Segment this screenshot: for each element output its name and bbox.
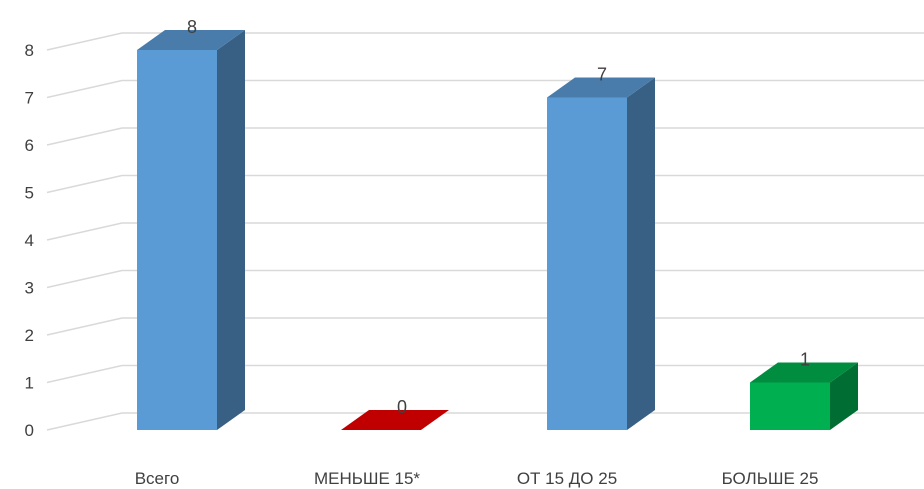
y-axis-ticks: 0 1 2 3 4 5 6 7 8: [25, 41, 34, 440]
gridline: [46, 32, 924, 51]
bar: [137, 30, 245, 430]
bar-top-face: [547, 77, 655, 98]
gridline: [46, 79, 924, 99]
y-tick-label: 7: [25, 89, 34, 108]
bar-front-face: [750, 382, 830, 430]
bar-front-face: [547, 97, 627, 430]
gridline: [46, 174, 924, 194]
y-tick-label: 4: [25, 231, 34, 250]
gridline: [46, 364, 924, 384]
y-tick-label: 5: [25, 184, 34, 203]
data-label: 0: [397, 397, 407, 417]
bar-top-face: [137, 30, 245, 50]
data-label: 8: [187, 17, 197, 37]
x-category-label: БОЛЬШЕ 25: [722, 469, 819, 488]
bar-side-face: [217, 30, 245, 430]
x-category-label: МЕНЬШЕ 15*: [314, 469, 420, 488]
data-label: 1: [800, 350, 810, 370]
bar-side-face: [627, 77, 655, 430]
gridline: [46, 269, 924, 289]
bar-top-face: [750, 362, 858, 383]
bar: [750, 362, 858, 430]
gridline: [46, 127, 924, 146]
bars: [137, 30, 858, 430]
x-axis-labels: Всего МЕНЬШЕ 15* ОТ 15 ДО 25 БОЛЬШЕ 25: [135, 469, 819, 488]
data-labels: 8 0 7 1: [187, 17, 810, 417]
y-tick-label: 8: [25, 41, 34, 60]
gridline: [46, 412, 924, 431]
y-tick-label: 6: [25, 136, 34, 155]
y-tick-label: 2: [25, 326, 34, 345]
bar-side-face: [830, 362, 858, 430]
gridline: [46, 222, 924, 241]
bar: [547, 77, 655, 430]
x-category-label: Всего: [135, 469, 180, 488]
gridline: [46, 317, 924, 336]
y-tick-label: 3: [25, 279, 34, 298]
x-category-label: ОТ 15 ДО 25: [517, 469, 617, 488]
bar-top-face: [341, 410, 449, 430]
gridlines: [46, 32, 924, 431]
bar-front-face: [137, 50, 217, 430]
data-label: 7: [597, 65, 607, 85]
y-tick-label: 1: [25, 374, 34, 393]
y-tick-label: 0: [25, 421, 34, 440]
bar: [341, 410, 449, 430]
